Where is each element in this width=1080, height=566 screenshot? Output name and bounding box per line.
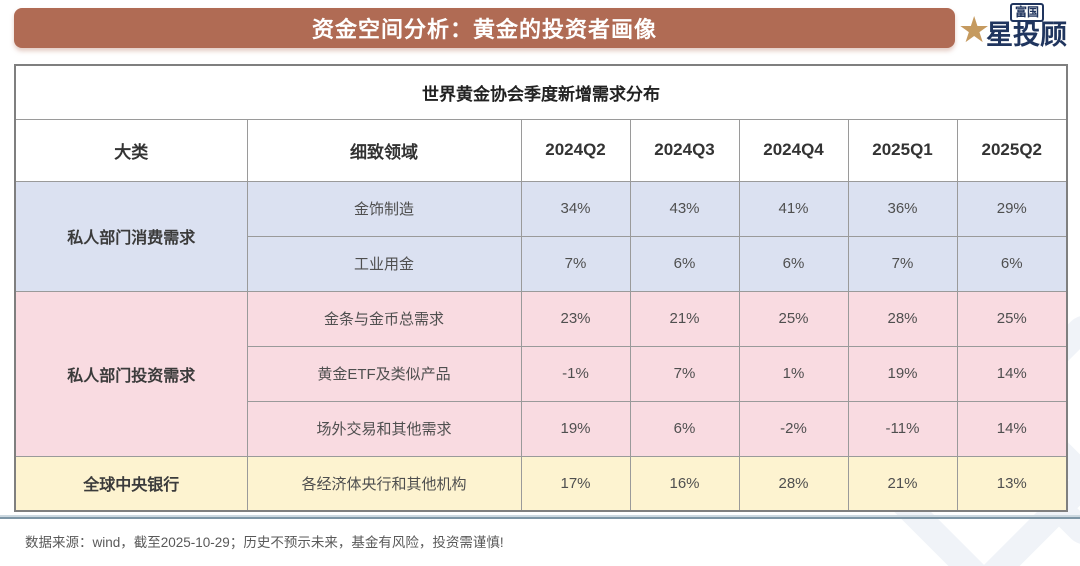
value-cell: 19% [520,400,631,457]
value-cell: -1% [520,345,631,402]
value-cell: 13% [956,455,1068,512]
logo-text: 星投顾 [986,20,1067,50]
logo-fuguo-box: 富国 [1010,3,1045,22]
category-consumption: 私人部门消费需求 [14,180,248,292]
value-cell: 41% [738,180,849,237]
header-bar: 资金空间分析：黄金的投资者画像 [14,8,955,48]
col-header-category: 大类 [14,118,248,182]
value-cell: 34% [520,180,631,237]
value-cell: 21% [847,455,958,512]
col-header-field: 细致领域 [246,118,522,182]
value-cell: 29% [956,180,1068,237]
col-header-2024q2: 2024Q2 [520,118,631,182]
value-cell: 25% [738,290,849,347]
value-cell: 7% [629,345,740,402]
value-cell: 25% [956,290,1068,347]
value-cell: -11% [847,400,958,457]
field-label: 金条与金币总需求 [246,290,522,347]
value-cell: 6% [629,235,740,292]
value-cell: 1% [738,345,849,402]
table-title-row: 世界黄金协会季度新增需求分布 [14,64,1068,120]
field-label: 场外交易和其他需求 [246,400,522,457]
brand-logo: 富国 ★ 星投顾 [956,2,1074,58]
field-label: 黄金ETF及类似产品 [246,345,522,402]
value-cell: 23% [520,290,631,347]
table-row: 全球中央银行 各经济体央行和其他机构 17% 16% 28% 21% 13% [14,455,1068,512]
field-label: 金饰制造 [246,180,522,237]
value-cell: 21% [629,290,740,347]
table-row: 私人部门投资需求 金条与金币总需求 23% 21% 25% 28% 25% [14,290,1068,457]
page-title: 资金空间分析：黄金的投资者画像 [311,17,657,42]
demand-table: 世界黄金协会季度新增需求分布 大类 细致领域 2024Q2 2024Q3 202… [14,64,1069,512]
value-cell: 7% [847,235,958,292]
value-cell: 14% [956,345,1068,402]
col-header-2024q4: 2024Q4 [738,118,849,182]
category-central-banks: 全球中央银行 [14,455,248,512]
col-header-2025q2: 2025Q2 [956,118,1068,182]
value-cell: 43% [629,180,740,237]
value-cell: 7% [520,235,631,292]
footer-divider [0,517,1080,519]
star-icon: ★ [958,9,991,50]
value-cell: -2% [738,400,849,457]
category-investment: 私人部门投资需求 [14,290,248,457]
table-row: 工业用金 7% 6% 6% 7% 6% [15,235,1068,292]
field-label: 各经济体央行和其他机构 [246,455,522,512]
value-cell: 6% [956,235,1068,292]
table-title: 世界黄金协会季度新增需求分布 [14,64,1068,120]
value-cell: 17% [520,455,631,512]
value-cell: 36% [847,180,958,237]
col-header-2024q3: 2024Q3 [629,118,740,182]
value-cell: 6% [629,400,740,457]
value-cell: 19% [847,345,958,402]
value-cell: 28% [738,455,849,512]
col-header-2025q1: 2025Q1 [847,118,958,182]
value-cell: 14% [956,400,1068,457]
table-header-row: 大类 细致领域 2024Q2 2024Q3 2024Q4 2025Q1 2025… [14,118,1068,182]
value-cell: 16% [629,455,740,512]
disclaimer-text: 数据来源：wind，截至2025-10-29；历史不预示未来，基金有风险，投资需… [25,535,504,550]
value-cell: 28% [847,290,958,347]
value-cell: 6% [738,235,849,292]
table-row: 私人部门消费需求 金饰制造 34% 43% 41% 36% 29% [14,180,1068,292]
field-label: 工业用金 [246,235,522,292]
